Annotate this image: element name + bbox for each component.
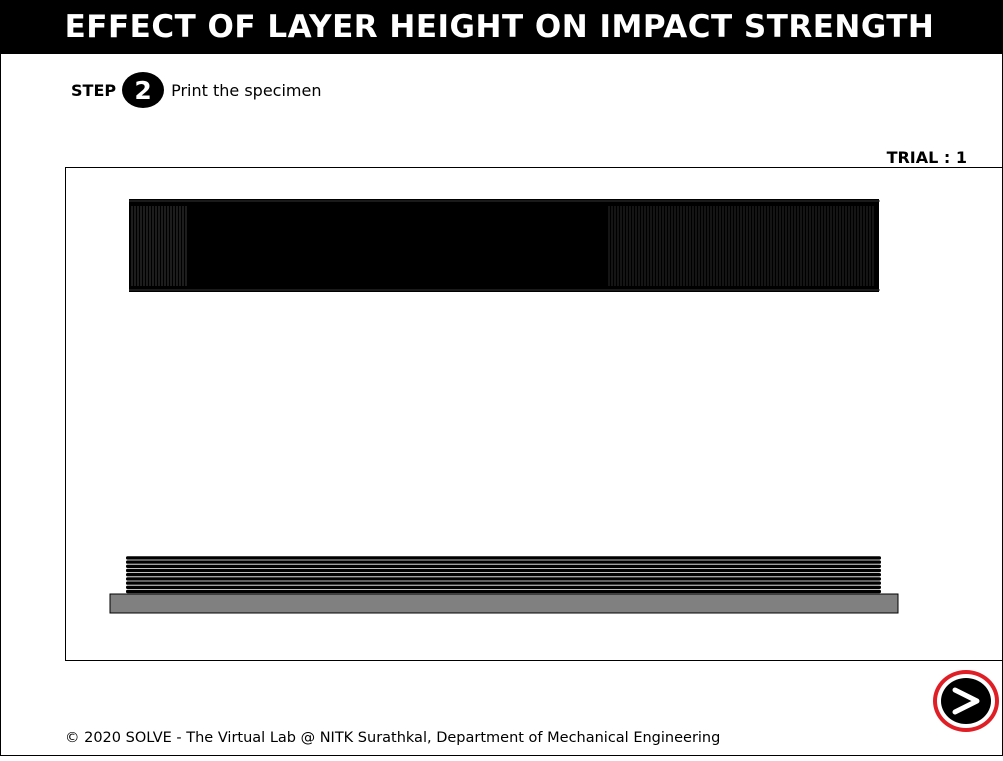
step-instruction: Print the specimen [171,80,322,100]
printed-layer [126,564,881,568]
footer-copyright: © 2020 SOLVE - The Virtual Lab @ NITK Su… [65,730,721,746]
printed-layers [126,556,881,594]
build-plate [109,593,899,614]
printer-illustration [109,199,899,614]
next-button[interactable] [933,670,999,732]
step-label: STEP [71,80,117,100]
specimen-hatch-left [131,206,187,286]
printed-layer [126,560,881,564]
printed-layer [126,556,881,560]
printing-stage [65,167,1003,661]
printed-layer [126,585,881,589]
printed-layer [126,581,881,585]
specimen-body [129,199,879,292]
step-indicator: STEP 2 Print the specimen [71,72,321,108]
page-title: EFFECT OF LAYER HEIGHT ON IMPACT STRENGT… [1,1,1003,54]
next-arrow-icon [952,687,980,715]
step-number-badge: 2 [122,72,165,108]
specimen-top-view [129,199,880,292]
printed-layer [126,568,881,573]
trial-label: TRIAL : 1 [886,148,967,167]
printed-layer [126,577,881,581]
next-button-face[interactable] [941,678,991,724]
printed-layer [126,589,881,594]
printed-layer [126,573,881,577]
specimen-hatch-right [608,206,874,286]
